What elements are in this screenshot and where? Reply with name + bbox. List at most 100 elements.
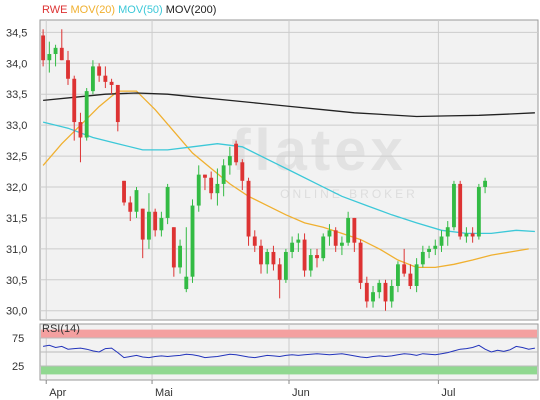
candle-body xyxy=(358,242,363,283)
candle-body xyxy=(240,162,245,181)
candle-body xyxy=(252,236,257,246)
candle xyxy=(352,217,357,252)
candle-body xyxy=(53,47,58,55)
candle xyxy=(389,279,394,308)
candle-body xyxy=(90,66,95,92)
x-tick-label: Mai xyxy=(155,387,173,399)
candle xyxy=(171,227,176,277)
candle-body xyxy=(59,47,64,61)
candle-body xyxy=(414,264,419,286)
candle xyxy=(178,239,182,274)
candle-body xyxy=(396,264,400,286)
candle xyxy=(464,227,469,243)
candle xyxy=(277,258,282,299)
candle-body xyxy=(277,264,282,280)
candle xyxy=(78,112,83,163)
candle xyxy=(53,44,58,67)
candle-body xyxy=(371,292,375,302)
legend-entry: MOV(20) xyxy=(70,4,115,16)
candle-body xyxy=(315,255,319,259)
candle-body xyxy=(464,233,469,237)
legend-entry: RWE xyxy=(42,4,67,16)
legend-entry: MOV(50) xyxy=(118,4,163,16)
candle xyxy=(109,78,114,95)
candle-body xyxy=(203,174,207,178)
candle-body xyxy=(377,282,382,293)
candle xyxy=(346,211,351,246)
candle-body xyxy=(408,273,413,286)
candle xyxy=(414,258,419,293)
rsi-title: RSI(14) xyxy=(42,323,80,335)
candle-body xyxy=(290,242,295,252)
candle-body xyxy=(476,187,481,237)
candle-body xyxy=(308,255,313,271)
candle xyxy=(147,193,151,249)
candle-body xyxy=(47,54,52,61)
candle xyxy=(128,196,133,222)
candle xyxy=(396,261,400,293)
candle-body xyxy=(196,174,201,206)
candle xyxy=(66,50,70,85)
y-tick-label: 33,5 xyxy=(6,89,27,101)
candle-body xyxy=(352,217,357,243)
candle xyxy=(452,180,456,231)
candle-body xyxy=(259,245,263,265)
y-tick-label: 33,0 xyxy=(6,120,27,132)
candle-body xyxy=(333,230,338,246)
candle xyxy=(246,177,251,246)
candle xyxy=(271,245,276,271)
candle xyxy=(184,227,189,293)
y-tick-label: 31,5 xyxy=(6,213,27,225)
legend-entry: MOV(200) xyxy=(166,4,217,16)
y-tick-label: 34,0 xyxy=(6,58,27,70)
candle-body xyxy=(439,236,444,246)
candle-body xyxy=(283,251,288,280)
candle xyxy=(290,236,295,259)
candle xyxy=(203,174,207,191)
candle xyxy=(153,208,158,237)
candle xyxy=(72,75,77,141)
candle xyxy=(358,239,363,290)
candle xyxy=(283,248,288,283)
candle-body xyxy=(147,211,151,240)
candle-body xyxy=(296,239,301,243)
candle-body xyxy=(470,233,475,237)
candle-body xyxy=(184,276,189,290)
x-tick-label: Apr xyxy=(49,387,66,399)
candle xyxy=(427,245,431,259)
candle xyxy=(122,180,126,206)
candle xyxy=(458,180,463,240)
candle xyxy=(209,171,214,200)
candle-body xyxy=(458,183,463,237)
candle-body xyxy=(452,183,456,228)
candle-body xyxy=(178,245,182,268)
candle-body xyxy=(165,187,170,218)
candle xyxy=(408,264,413,290)
candle-body xyxy=(346,217,351,243)
rsi-y-tick-label: 75 xyxy=(12,333,24,345)
candle xyxy=(296,233,301,252)
candle xyxy=(227,146,232,175)
candle xyxy=(47,41,52,73)
candle xyxy=(483,177,488,194)
candle-body xyxy=(339,242,344,246)
candle xyxy=(265,248,270,274)
candle xyxy=(115,84,120,132)
candle xyxy=(190,199,195,283)
candle xyxy=(196,165,201,212)
candle-body xyxy=(190,205,195,277)
candle xyxy=(476,183,481,240)
candle xyxy=(321,233,326,262)
candle-body xyxy=(66,60,70,79)
candle xyxy=(165,183,170,225)
candle-body xyxy=(364,282,369,302)
candle xyxy=(364,276,369,308)
candle xyxy=(215,168,220,206)
candle xyxy=(433,239,438,256)
x-tick-label: Jul xyxy=(441,387,455,399)
candle-body xyxy=(246,180,251,237)
candle-body xyxy=(234,143,239,163)
candle-body xyxy=(265,251,270,265)
rsi-line xyxy=(43,344,535,359)
